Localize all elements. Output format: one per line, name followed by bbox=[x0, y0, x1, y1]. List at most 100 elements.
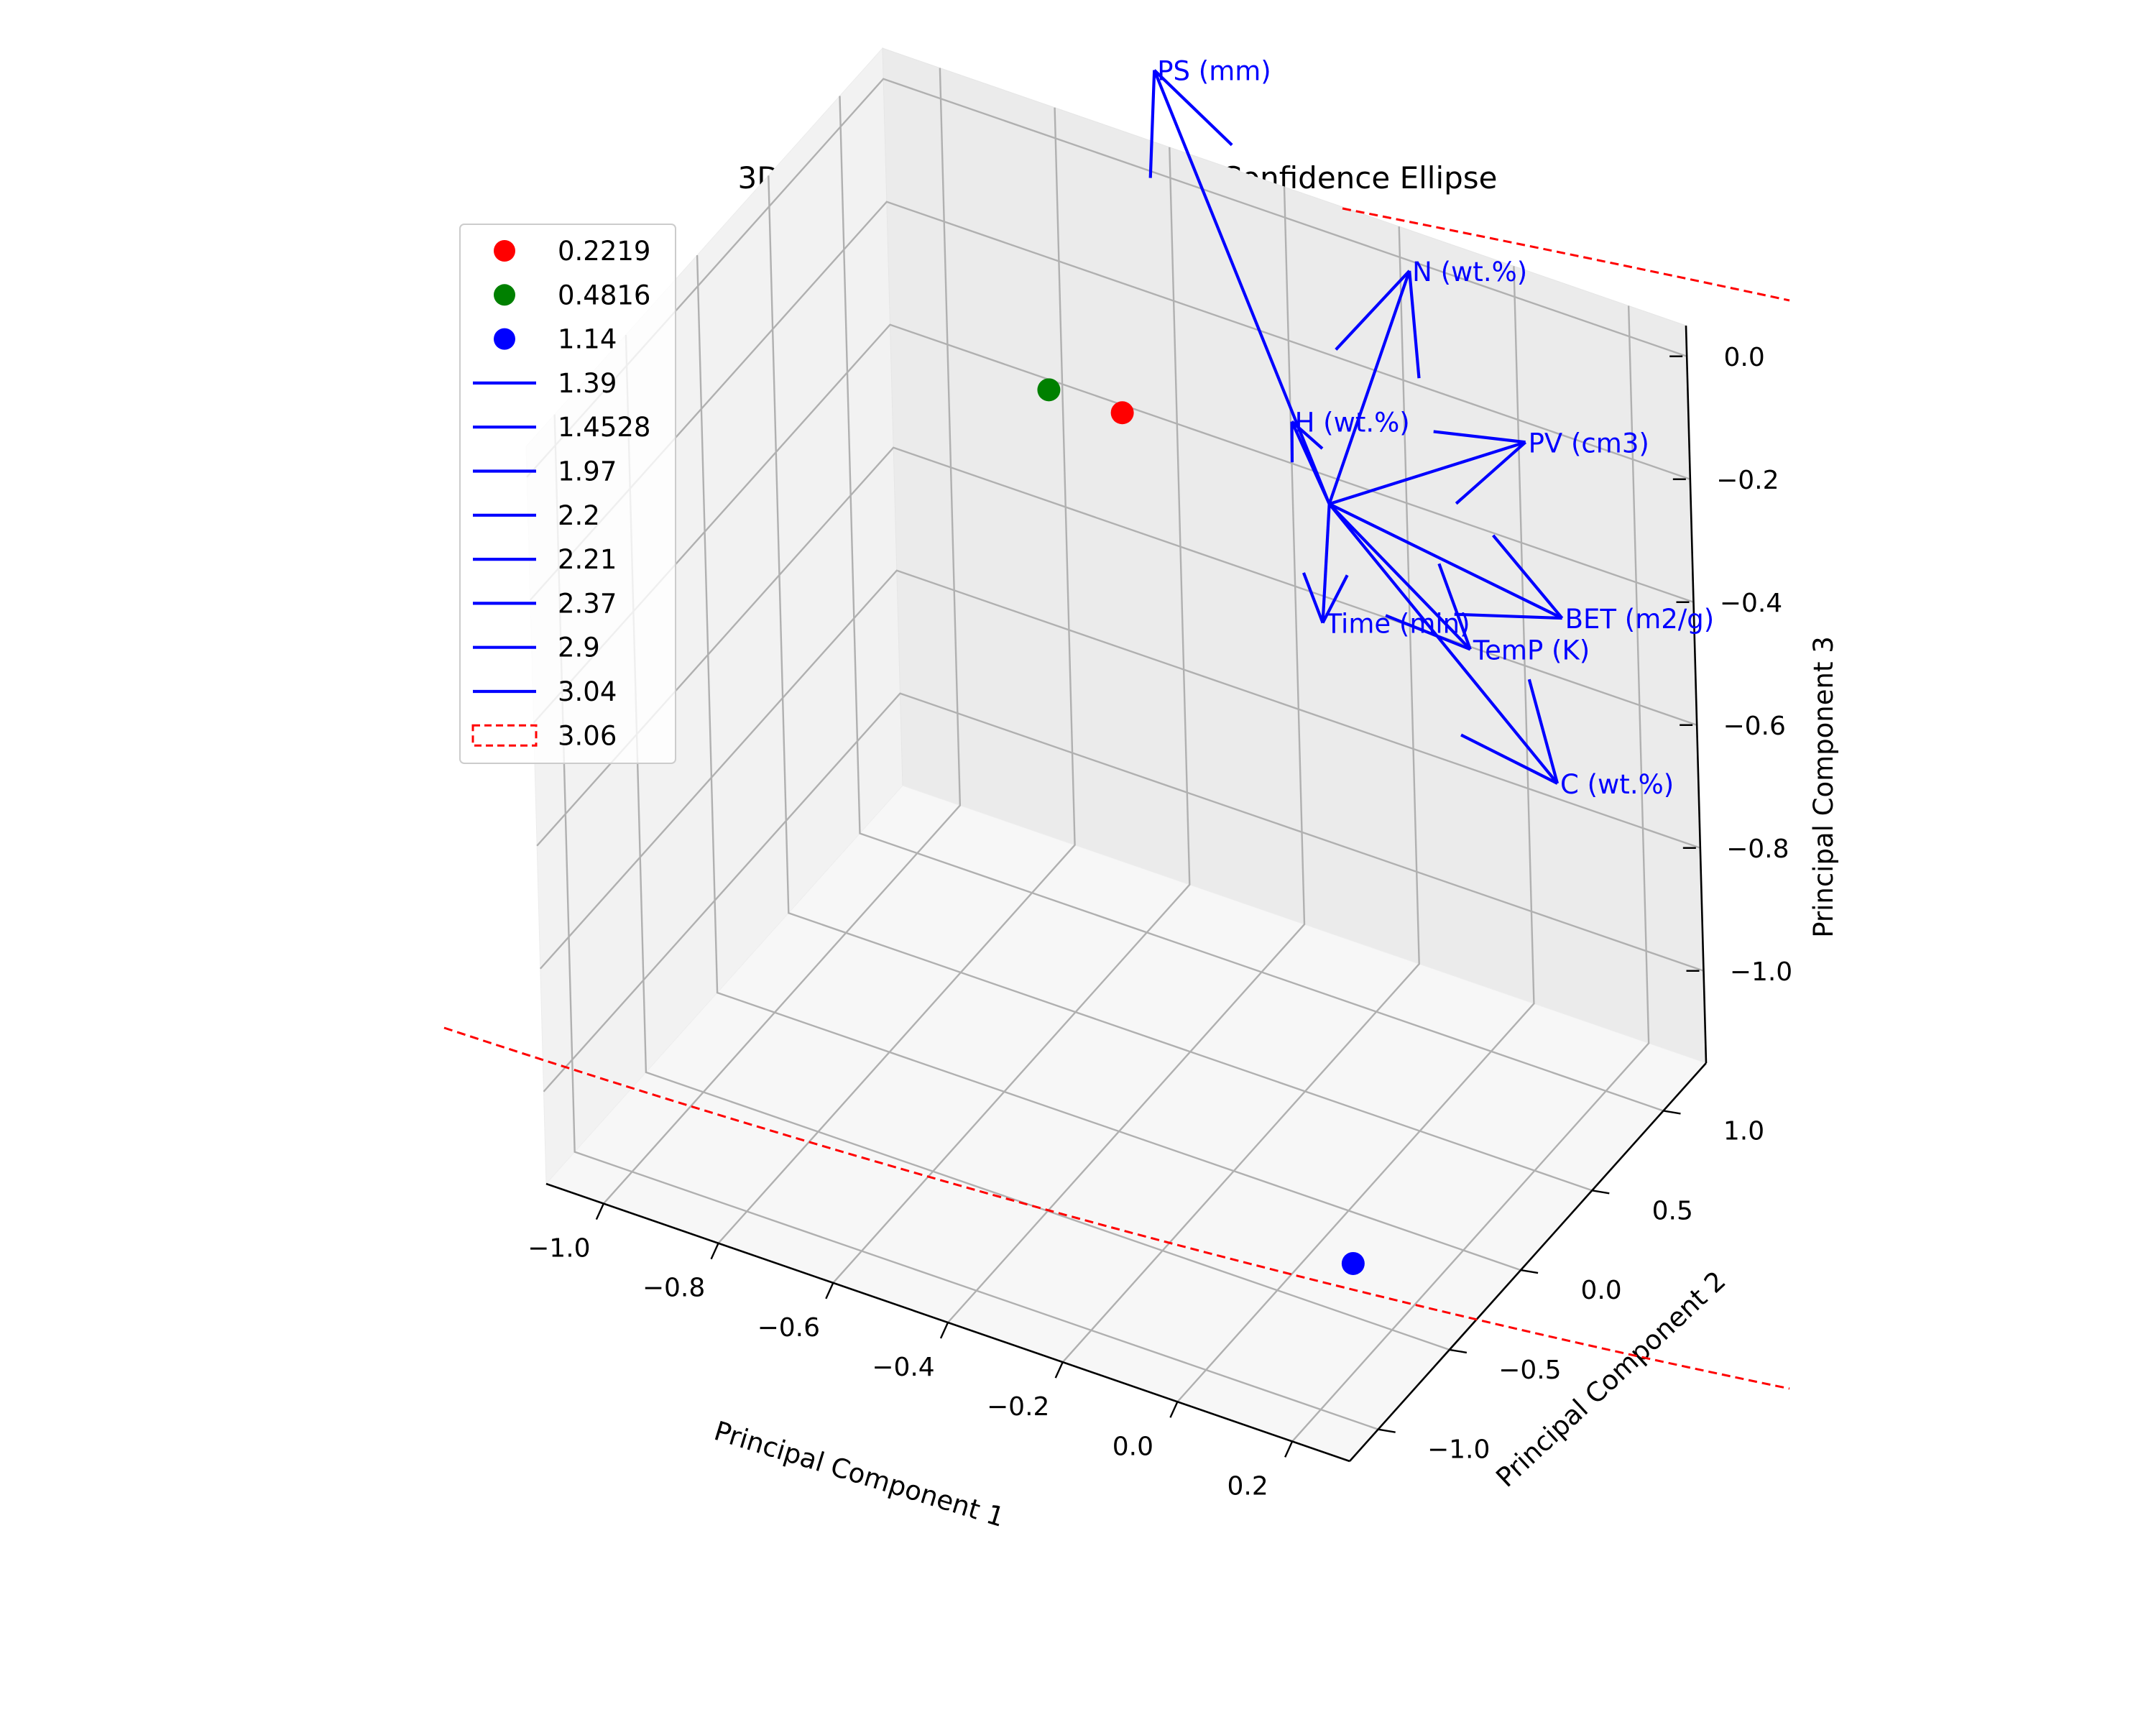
loading-label: PV (cm3) bbox=[1529, 428, 1649, 459]
legend-item: 2.37 bbox=[473, 588, 617, 619]
loading-arrowhead bbox=[1437, 563, 1472, 650]
loading-label: C (wt.%) bbox=[1560, 769, 1674, 800]
legend-marker bbox=[494, 328, 515, 350]
loading-arrow: PS (mm) bbox=[1148, 56, 1331, 505]
axis-panes bbox=[525, 47, 1707, 1462]
grid-line-y bbox=[696, 255, 1521, 1271]
tick-labels: −1.0 −0.8 −0.6 −0.4 −0.2 0.0 0.2 −1.0 −0.5 0.0 0.5… bbox=[528, 343, 1792, 1501]
x-tick-label: −0.2 bbox=[987, 1392, 1049, 1422]
legend-label: 1.97 bbox=[558, 456, 617, 487]
loading-vectors: PS (mm) N (wt.%) H (wt.%) PV (cm3) BET (m2/g… bbox=[1148, 56, 1714, 800]
grid-line-x bbox=[832, 147, 1191, 1284]
y-tick bbox=[1592, 1190, 1610, 1195]
score-point bbox=[1341, 1251, 1365, 1275]
loading-arrow: BET (m2/g) bbox=[1328, 502, 1714, 635]
z-axis-line bbox=[1685, 325, 1708, 1064]
y-tick-label: 1.0 bbox=[1723, 1116, 1764, 1146]
loading-arrow: H (wt.%) bbox=[1290, 408, 1410, 505]
loading-arrowhead bbox=[1148, 70, 1156, 178]
loading-shaft bbox=[1328, 502, 1472, 650]
y-tick bbox=[1449, 1348, 1468, 1354]
x-tick bbox=[1284, 1440, 1294, 1458]
legend-item: 1.97 bbox=[473, 456, 617, 487]
loading-arrow: PV (cm3) bbox=[1329, 428, 1649, 506]
grid-line-x bbox=[602, 68, 962, 1205]
loading-arrowhead bbox=[1455, 441, 1527, 505]
x-tick bbox=[939, 1322, 949, 1339]
loading-label: PS (mm) bbox=[1157, 56, 1271, 87]
x-tick bbox=[710, 1243, 719, 1260]
legend-label: 0.4816 bbox=[558, 280, 650, 310]
loading-arrowhead bbox=[1460, 733, 1558, 785]
legend-label: 3.06 bbox=[558, 720, 617, 751]
y-tick-label: −1.0 bbox=[1427, 1435, 1490, 1465]
legend-item: 1.39 bbox=[473, 368, 617, 399]
legend-label: 2.37 bbox=[558, 588, 617, 619]
ellipse-arc-upper bbox=[1342, 207, 1790, 302]
z-tick-label: −0.4 bbox=[1720, 589, 1782, 618]
x-tick-label: −0.8 bbox=[642, 1274, 705, 1303]
grid-line-z bbox=[539, 569, 1701, 970]
z-tick-label: −0.2 bbox=[1716, 466, 1779, 495]
loading-arrowhead bbox=[1385, 614, 1471, 651]
legend-item: 2.21 bbox=[473, 544, 617, 575]
y-tick-label: 0.5 bbox=[1652, 1196, 1693, 1225]
z-axis-label: Principal Component 3 bbox=[1808, 636, 1839, 938]
legend-item: 0.2219 bbox=[494, 236, 650, 267]
x-tick-label: −0.4 bbox=[872, 1353, 934, 1382]
z-tick-label: −0.8 bbox=[1726, 834, 1789, 864]
x-axis-label: Principal Component 1 bbox=[711, 1415, 1008, 1533]
loading-arrowhead bbox=[1153, 69, 1233, 147]
loading-arrowhead bbox=[1335, 270, 1411, 351]
loading-arrowhead bbox=[1527, 678, 1560, 784]
x-tick-label: 0.0 bbox=[1112, 1432, 1153, 1461]
loading-shaft bbox=[1328, 502, 1559, 785]
legend-marker bbox=[494, 284, 515, 306]
grid-line-x bbox=[717, 107, 1076, 1244]
y-axis-line bbox=[1349, 1062, 1707, 1462]
legend-label: 2.9 bbox=[558, 632, 600, 663]
y-tick bbox=[1378, 1428, 1396, 1433]
x-tick bbox=[1054, 1361, 1064, 1379]
legend-label: 1.4528 bbox=[558, 412, 650, 443]
loading-arrowhead bbox=[1433, 430, 1526, 444]
loading-arrowhead bbox=[1291, 420, 1324, 450]
x-tick bbox=[825, 1282, 834, 1300]
legend-label: 2.21 bbox=[558, 544, 617, 575]
legend-marker bbox=[494, 240, 515, 262]
grid-line-y bbox=[768, 175, 1593, 1192]
loading-arrow: Time (min) bbox=[1302, 504, 1470, 640]
legend-item: 1.4528 bbox=[473, 412, 650, 443]
legend-label: 2.2 bbox=[558, 500, 600, 531]
legend-label: 1.14 bbox=[558, 324, 617, 355]
legend-item: 2.9 bbox=[473, 632, 600, 663]
loading-shaft bbox=[1321, 504, 1331, 623]
z-tick-label: −1.0 bbox=[1730, 957, 1792, 987]
loading-arrow: N (wt.%) bbox=[1327, 257, 1527, 505]
z-tick-label: −0.6 bbox=[1723, 712, 1785, 741]
x-tick-label: −1.0 bbox=[528, 1234, 590, 1264]
z-tick-label: 0.0 bbox=[1724, 343, 1765, 372]
loading-shaft bbox=[1329, 441, 1526, 506]
loading-shaft bbox=[1327, 270, 1411, 505]
x-tick bbox=[1169, 1401, 1179, 1418]
legend-label: 0.2219 bbox=[558, 236, 650, 267]
y-tick-label: 0.0 bbox=[1580, 1276, 1621, 1305]
ellipse-arc-lower bbox=[443, 1026, 1790, 1390]
loading-arrowhead bbox=[1492, 534, 1564, 620]
y-tick bbox=[1663, 1110, 1681, 1115]
score-point bbox=[1110, 401, 1134, 425]
y-tick-label: −0.5 bbox=[1498, 1356, 1561, 1385]
grid-line-x bbox=[1291, 305, 1650, 1443]
legend-item: 3.06 bbox=[471, 720, 617, 751]
loading-label: N (wt.%) bbox=[1412, 257, 1527, 288]
x-tick bbox=[595, 1203, 604, 1220]
loading-shaft bbox=[1328, 502, 1563, 620]
legend-item: 2.2 bbox=[473, 500, 600, 531]
loading-shaft bbox=[1153, 69, 1331, 505]
grid-line-x bbox=[1176, 266, 1535, 1403]
loading-arrowhead bbox=[1321, 574, 1349, 624]
legend-label: 1.39 bbox=[558, 368, 617, 399]
legend-box bbox=[459, 224, 676, 764]
